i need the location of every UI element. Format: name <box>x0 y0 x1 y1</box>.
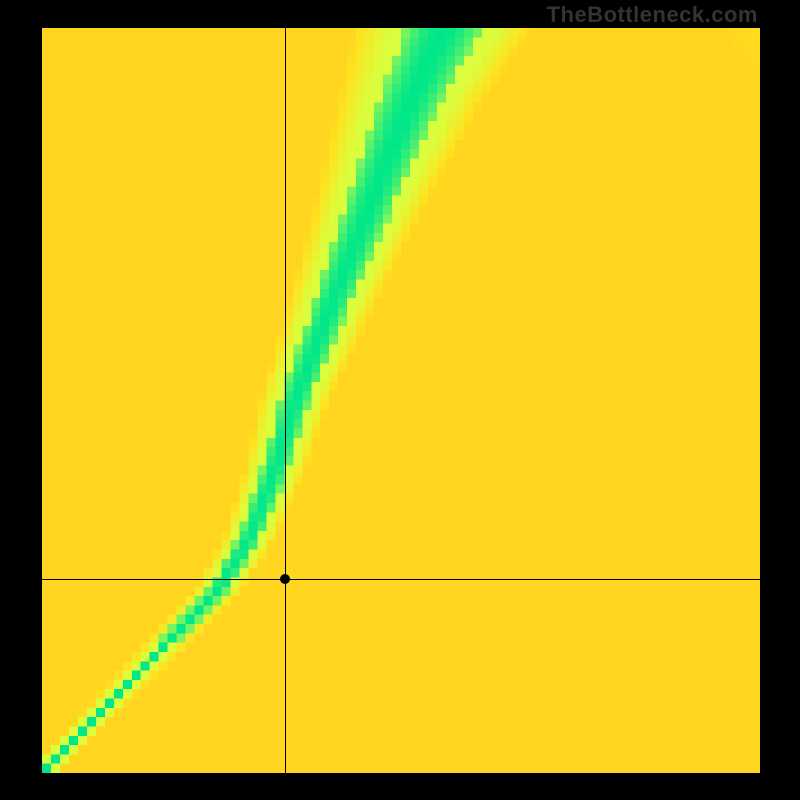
chart-container: { "canvas": { "width": 800, "height": 80… <box>0 0 800 800</box>
watermark-text: TheBottleneck.com <box>547 2 758 28</box>
crosshair-horizontal <box>42 579 760 580</box>
bottleneck-heatmap <box>42 28 760 773</box>
crosshair-marker <box>280 574 290 584</box>
crosshair-vertical <box>285 28 286 773</box>
